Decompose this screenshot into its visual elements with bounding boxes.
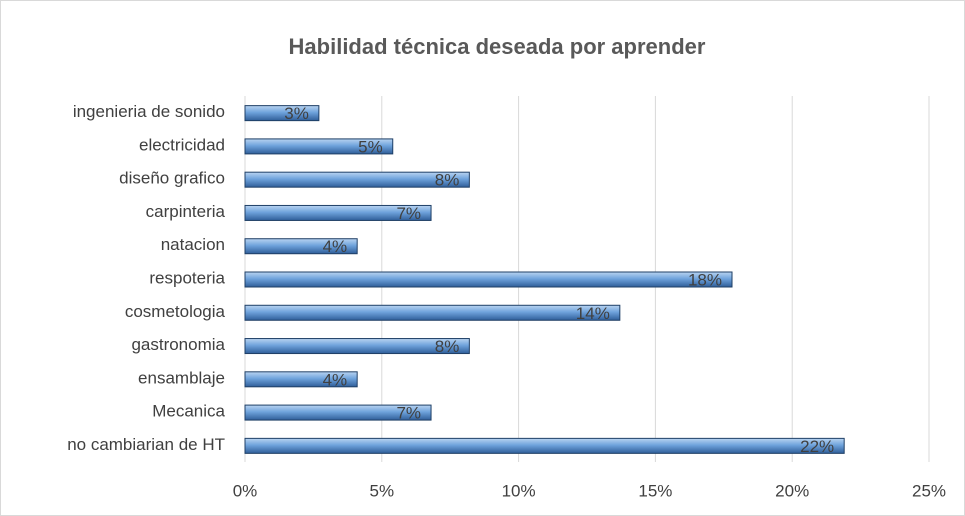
data-label: 3% (284, 104, 309, 123)
data-label: 14% (576, 304, 610, 323)
y-tick-label: ensamblaje (138, 368, 225, 387)
bar (244, 138, 394, 155)
data-label: 5% (358, 137, 383, 156)
data-label: 4% (323, 370, 348, 389)
bar (244, 238, 358, 255)
data-label: 8% (435, 337, 460, 356)
bar (244, 171, 470, 188)
y-tick-label: natacion (161, 235, 225, 254)
x-tick-label: 10% (502, 481, 536, 500)
chart-title: Habilidad técnica deseada por aprender (289, 34, 706, 59)
data-label: 7% (396, 404, 421, 423)
bar (244, 271, 733, 288)
y-tick-label: diseño grafico (119, 169, 225, 188)
x-tick-label: 15% (638, 481, 672, 500)
x-tick-label: 0% (233, 481, 258, 500)
bar (244, 105, 320, 122)
data-label: 8% (435, 171, 460, 190)
x-tick-label: 20% (775, 481, 809, 500)
x-tick-label: 25% (912, 481, 946, 500)
bar (244, 371, 358, 388)
bar (244, 437, 845, 454)
y-tick-label: ingenieria de sonido (73, 102, 225, 121)
bar (244, 204, 432, 221)
x-tick-label: 5% (370, 481, 395, 500)
plot-area: 0% 5% 10% 15% 20% 25% ingenieria de sonido 3% el… (67, 96, 946, 500)
data-label: 4% (323, 237, 348, 256)
y-tick-label: cosmetologia (125, 302, 226, 321)
data-label: 7% (396, 204, 421, 223)
y-tick-label: no cambiarian de HT (67, 435, 225, 454)
y-tick-label: respoteria (149, 268, 225, 287)
bar (244, 304, 621, 321)
bar (244, 338, 470, 355)
data-label: 22% (800, 437, 834, 456)
y-tick-label: electricidad (139, 135, 225, 154)
bar (244, 404, 432, 421)
y-tick-label: Mecanica (152, 402, 225, 421)
y-tick-label: gastronomia (131, 335, 225, 354)
y-tick-label: carpinteria (146, 202, 226, 221)
data-label: 18% (688, 270, 722, 289)
